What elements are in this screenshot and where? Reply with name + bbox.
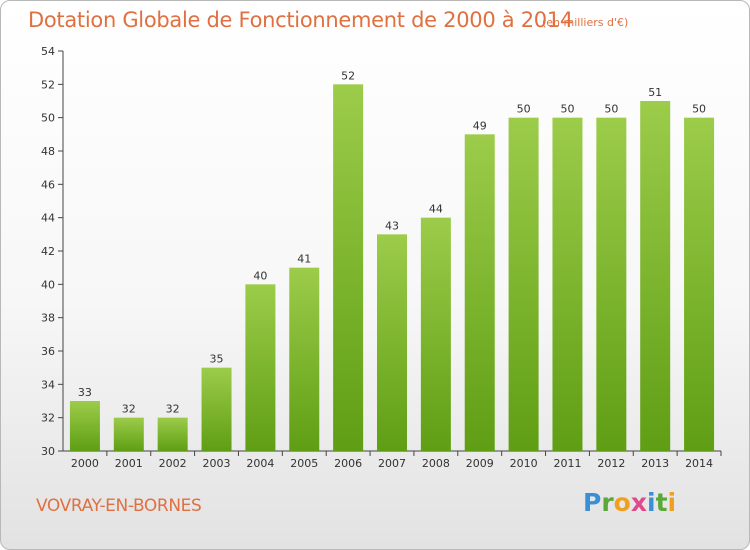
y-tick-label: 42: [41, 245, 55, 258]
x-tick-label: 2011: [553, 457, 581, 470]
logo-letter: r: [601, 488, 614, 517]
logo-letter: x: [630, 488, 647, 517]
data-label: 40: [253, 269, 267, 282]
x-tick-label: 2001: [115, 457, 143, 470]
data-label: 51: [648, 86, 662, 99]
y-tick-label: 54: [41, 45, 55, 58]
y-tick-label: 38: [41, 312, 55, 325]
bar: [113, 417, 144, 451]
x-tick-label: 2010: [510, 457, 538, 470]
x-tick-label: 2003: [203, 457, 231, 470]
bar: [289, 267, 320, 451]
y-tick-label: 44: [41, 212, 55, 225]
data-label: 52: [341, 69, 355, 82]
x-tick-label: 2012: [597, 457, 625, 470]
x-tick-label: 2013: [641, 457, 669, 470]
data-label: 50: [517, 103, 531, 116]
x-tick-label: 2007: [378, 457, 406, 470]
bar: [464, 134, 495, 452]
bar: [508, 117, 539, 452]
x-tick-label: 2002: [159, 457, 187, 470]
y-tick-label: 34: [41, 378, 55, 391]
bar: [640, 101, 671, 451]
y-tick-label: 40: [41, 278, 55, 291]
chart-unit: (en milliers d'€): [542, 16, 629, 29]
proxiti-logo: Proxiti: [583, 488, 676, 517]
y-tick-label: 30: [41, 445, 55, 458]
bar: [245, 284, 276, 451]
chart-title: Dotation Globale de Fonctionnement de 20…: [28, 8, 573, 32]
bar: [201, 367, 232, 451]
logo-letter: P: [583, 488, 602, 517]
bar: [157, 417, 188, 451]
y-tick-label: 50: [41, 112, 55, 125]
x-tick-label: 2006: [334, 457, 362, 470]
x-tick-label: 2009: [466, 457, 494, 470]
y-tick-label: 52: [41, 78, 55, 91]
logo-letter: i: [647, 488, 656, 517]
bar: [552, 117, 583, 452]
y-tick-label: 32: [41, 412, 55, 425]
bar: [420, 217, 451, 451]
y-tick-label: 48: [41, 145, 55, 158]
bar: [69, 401, 100, 451]
bar: [333, 84, 364, 451]
data-label: 43: [385, 219, 399, 232]
data-label: 32: [122, 403, 136, 416]
x-tick-label: 2004: [246, 457, 274, 470]
data-label: 41: [297, 253, 311, 266]
logo-letter: o: [613, 488, 631, 517]
data-label: 50: [560, 103, 574, 116]
y-tick-label: 46: [41, 178, 55, 191]
data-label: 49: [473, 119, 487, 132]
data-label: 32: [166, 403, 180, 416]
x-tick-label: 2000: [71, 457, 99, 470]
bar: [684, 117, 715, 452]
x-tick-label: 2008: [422, 457, 450, 470]
data-label: 50: [692, 103, 706, 116]
data-label: 44: [429, 203, 443, 216]
data-label: 35: [210, 353, 224, 366]
data-label: 50: [604, 103, 618, 116]
logo-letter: i: [667, 488, 677, 517]
logo-letter: t: [655, 488, 668, 517]
x-tick-label: 2014: [685, 457, 713, 470]
commune-name: VOVRAY-EN-BORNES: [36, 496, 202, 516]
bar: [596, 117, 627, 452]
bar: [377, 234, 407, 451]
y-tick-label: 36: [41, 345, 55, 358]
data-label: 33: [78, 386, 92, 399]
x-tick-label: 2005: [290, 457, 318, 470]
